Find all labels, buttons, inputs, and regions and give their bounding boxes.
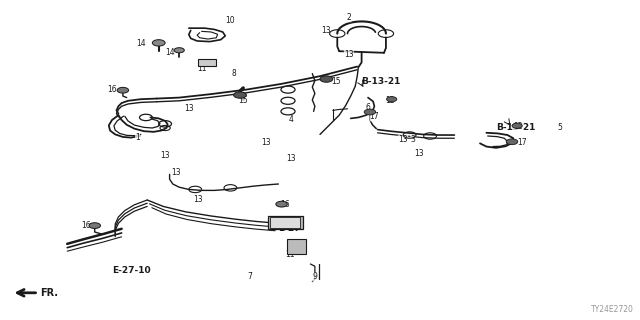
- Text: 3: 3: [410, 135, 415, 144]
- Circle shape: [320, 76, 333, 82]
- Text: 4: 4: [289, 116, 294, 124]
- Circle shape: [387, 97, 397, 102]
- Text: 16: 16: [107, 85, 117, 94]
- Circle shape: [234, 92, 246, 98]
- Text: 13: 13: [398, 135, 408, 144]
- Circle shape: [152, 40, 165, 46]
- Circle shape: [506, 139, 518, 145]
- Text: 12: 12: [386, 96, 395, 105]
- Text: 2: 2: [346, 13, 351, 22]
- Text: B-13-21: B-13-21: [496, 124, 536, 132]
- Circle shape: [512, 123, 522, 128]
- Bar: [287, 239, 306, 254]
- Text: 11: 11: [285, 250, 294, 259]
- Text: 13: 13: [184, 104, 194, 113]
- Text: 5: 5: [557, 124, 563, 132]
- Text: 13: 13: [193, 196, 204, 204]
- Text: 17: 17: [369, 112, 380, 121]
- Text: 13: 13: [260, 138, 271, 147]
- Text: 11: 11: [197, 64, 206, 73]
- Text: 13: 13: [414, 149, 424, 158]
- Text: 9: 9: [312, 272, 317, 281]
- Text: 13: 13: [344, 50, 354, 59]
- Text: E-27: E-27: [278, 224, 301, 233]
- Text: 1: 1: [135, 133, 140, 142]
- Text: 16: 16: [280, 200, 290, 209]
- Text: 13: 13: [321, 26, 332, 35]
- Bar: [198, 59, 216, 66]
- Circle shape: [89, 223, 100, 228]
- Text: 6: 6: [365, 103, 371, 112]
- Text: 15: 15: [238, 96, 248, 105]
- Text: 10: 10: [225, 16, 236, 25]
- Text: 17: 17: [516, 138, 527, 147]
- Text: 13: 13: [171, 168, 181, 177]
- Circle shape: [117, 87, 129, 93]
- Text: 14: 14: [136, 39, 146, 48]
- Text: 12: 12: [514, 122, 523, 131]
- Text: FR.: FR.: [40, 288, 58, 298]
- Text: 8: 8: [231, 69, 236, 78]
- Text: 14: 14: [164, 48, 175, 57]
- Text: E-27-10: E-27-10: [112, 266, 150, 275]
- Text: 13: 13: [286, 154, 296, 163]
- Circle shape: [364, 109, 376, 115]
- Text: 15: 15: [331, 77, 341, 86]
- Text: 16: 16: [81, 221, 92, 230]
- Bar: [270, 217, 300, 228]
- Circle shape: [174, 48, 184, 53]
- Text: B-13-21: B-13-21: [362, 77, 401, 86]
- Text: TY24E2720: TY24E2720: [591, 305, 634, 314]
- Circle shape: [276, 201, 287, 207]
- Bar: [268, 216, 303, 229]
- Text: 7: 7: [247, 272, 252, 281]
- Text: 13: 13: [160, 151, 170, 160]
